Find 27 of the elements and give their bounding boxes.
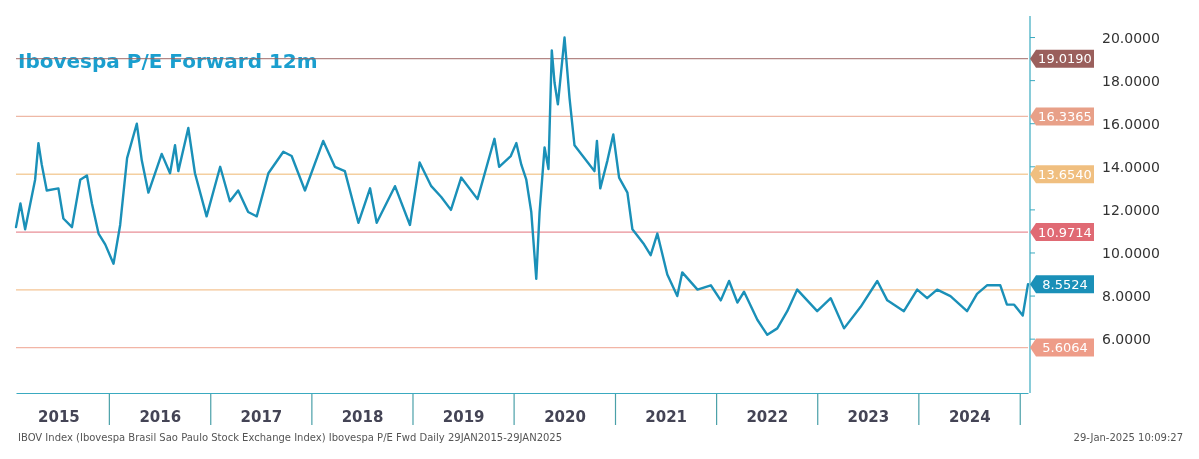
x-tick-label: 2017 bbox=[240, 407, 283, 426]
x-tick-label: 2022 bbox=[746, 407, 789, 426]
ref-line-label: 5.6064 bbox=[1042, 340, 1088, 356]
x-tick-label: 2019 bbox=[442, 407, 485, 426]
y-tick-label: 20.0000 bbox=[1102, 29, 1160, 46]
y-tick-label: 10.0000 bbox=[1102, 244, 1160, 261]
x-tick-label: 2018 bbox=[341, 407, 384, 426]
y-tick-label: 18.0000 bbox=[1102, 72, 1160, 89]
ref-line-label: 10.9714 bbox=[1038, 224, 1092, 240]
x-tick-label: 2016 bbox=[139, 407, 182, 426]
x-tick-label: 2021 bbox=[645, 407, 688, 426]
x-tick-label: 2024 bbox=[948, 407, 991, 426]
x-tick-label: 2023 bbox=[847, 407, 890, 426]
ref-line-label: 19.0190 bbox=[1038, 51, 1092, 67]
annotation: 8.5524 bbox=[1042, 276, 1088, 292]
x-tick-label: 2015 bbox=[38, 407, 80, 426]
y-tick-label: 12.0000 bbox=[1102, 201, 1160, 218]
ref-line-label: 13.6540 bbox=[1038, 166, 1092, 182]
y-tick-label: 6.0000 bbox=[1102, 331, 1151, 348]
y-tick-label: 16.0000 bbox=[1102, 115, 1160, 132]
y-tick-label: 14.0000 bbox=[1102, 158, 1160, 175]
text: Ibovespa P/E Forward 12m bbox=[18, 49, 318, 73]
text: IBOV Index (Ibovespa Brasil Sao Paulo Stock Exchange Index) Ibovespa P/E Fwd Daily 29JAN2015-29JAN2025 bbox=[18, 432, 563, 443]
ref-line-label: 16.3365 bbox=[1038, 108, 1092, 124]
text: 29-Jan-2025 10:09:27 bbox=[1073, 432, 1183, 443]
x-tick-label: 2020 bbox=[544, 407, 586, 426]
y-tick-label: 8.0000 bbox=[1102, 288, 1151, 305]
